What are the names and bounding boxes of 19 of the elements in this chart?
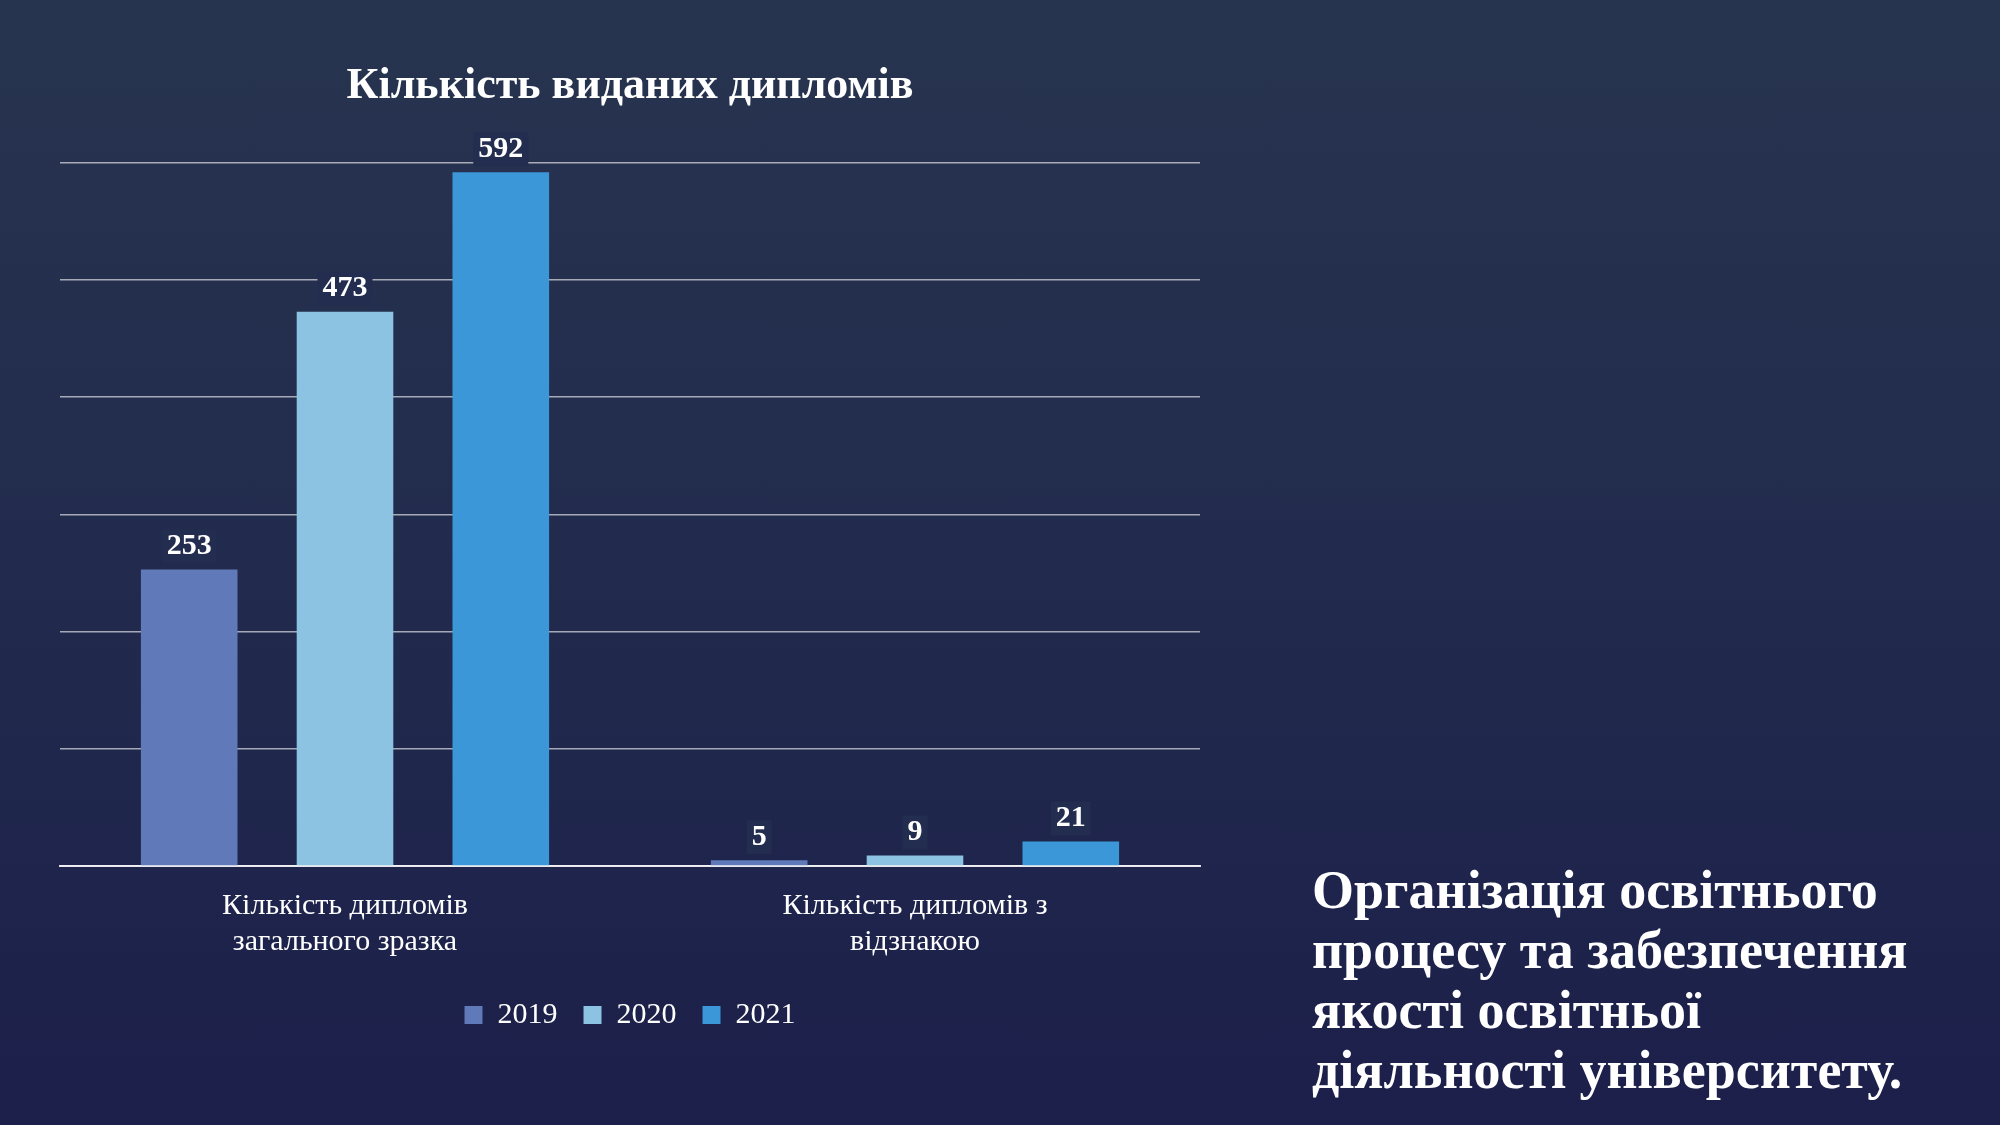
bar [140, 569, 238, 866]
bar [296, 311, 394, 866]
data-label: 5 [751, 817, 767, 851]
data-label: 473 [322, 269, 368, 303]
data-label: 592 [478, 129, 524, 163]
x-tick-label: Кількість дипломів загального зразка [222, 886, 468, 956]
bar [452, 172, 550, 866]
text: Організація освітнього процесу та забезпечення якості освітньої діяльності університету. [1312, 860, 1909, 1100]
bar [710, 860, 808, 866]
legend-label: 2021 [735, 995, 796, 1029]
x-tick-label: Кількість дипломів з відзнакою [782, 886, 1048, 956]
data-label: 253 [166, 527, 212, 561]
data-label: 9 [907, 813, 923, 847]
legend-label: 2019 [497, 995, 558, 1029]
legend-label: 2020 [616, 995, 677, 1029]
data-label: 21 [1055, 799, 1086, 833]
bar [1022, 841, 1120, 866]
chart-title: Кількість виданих дипломів [346, 58, 914, 108]
bar [866, 855, 964, 866]
